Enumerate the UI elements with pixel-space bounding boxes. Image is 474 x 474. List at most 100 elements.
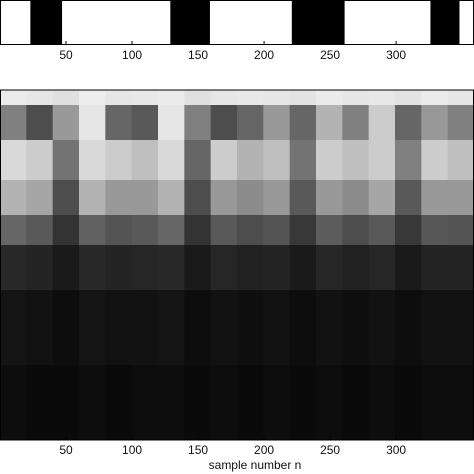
cell bbox=[52, 105, 80, 141]
x-tick-label: 100 bbox=[122, 443, 142, 457]
cell bbox=[237, 90, 264, 106]
x-tick-label: 50 bbox=[59, 443, 73, 457]
x-tick-label: 200 bbox=[254, 48, 274, 62]
cell bbox=[0, 290, 27, 366]
cell bbox=[395, 90, 422, 106]
cell bbox=[52, 180, 80, 216]
cell bbox=[184, 140, 212, 181]
cell bbox=[368, 365, 396, 441]
cell bbox=[210, 365, 238, 441]
cell bbox=[342, 215, 370, 246]
cell bbox=[447, 180, 474, 216]
cell bbox=[237, 290, 264, 366]
cell bbox=[289, 180, 317, 216]
cell bbox=[184, 90, 212, 106]
cell bbox=[316, 105, 343, 141]
cell bbox=[342, 290, 370, 366]
cell bbox=[0, 90, 27, 106]
cell bbox=[237, 365, 264, 441]
cell bbox=[79, 140, 106, 181]
cell bbox=[316, 245, 343, 291]
cell bbox=[79, 365, 106, 441]
x-tick-label: 300 bbox=[386, 443, 406, 457]
cell bbox=[105, 105, 133, 141]
cell bbox=[52, 290, 80, 366]
cell bbox=[342, 245, 370, 291]
cell bbox=[421, 215, 449, 246]
cell bbox=[263, 245, 291, 291]
cell bbox=[210, 290, 238, 366]
cell bbox=[52, 140, 80, 181]
cell bbox=[263, 290, 291, 366]
cell bbox=[210, 90, 238, 106]
cell bbox=[342, 140, 370, 181]
cell bbox=[289, 140, 317, 181]
cell bbox=[316, 290, 343, 366]
cell bbox=[184, 290, 212, 366]
x-tick-label: 300 bbox=[386, 48, 406, 62]
cell bbox=[0, 180, 27, 216]
cell bbox=[26, 290, 54, 366]
cell bbox=[52, 215, 80, 246]
x-tick-label: 250 bbox=[320, 48, 340, 62]
cell bbox=[210, 245, 238, 291]
cell bbox=[131, 245, 159, 291]
cell bbox=[184, 365, 212, 441]
cell bbox=[79, 180, 106, 216]
cell bbox=[421, 290, 449, 366]
cell bbox=[395, 365, 422, 441]
cell bbox=[237, 215, 264, 246]
cell bbox=[289, 290, 317, 366]
cell bbox=[26, 365, 54, 441]
cell bbox=[210, 105, 238, 141]
cell bbox=[131, 365, 159, 441]
block bbox=[291, 0, 345, 45]
cell bbox=[237, 180, 264, 216]
cell bbox=[447, 290, 474, 366]
cell bbox=[105, 140, 133, 181]
cell bbox=[263, 365, 291, 441]
cell bbox=[289, 105, 317, 141]
cell bbox=[131, 105, 159, 141]
cell bbox=[237, 245, 264, 291]
cell bbox=[26, 215, 54, 246]
cell bbox=[158, 140, 185, 181]
cell bbox=[395, 180, 422, 216]
cell bbox=[316, 215, 343, 246]
cell bbox=[52, 245, 80, 291]
cell bbox=[342, 105, 370, 141]
cell bbox=[26, 245, 54, 291]
cell bbox=[421, 365, 449, 441]
cell bbox=[105, 90, 133, 106]
cell bbox=[0, 140, 27, 181]
cell bbox=[158, 245, 185, 291]
cell bbox=[368, 245, 396, 291]
cell bbox=[421, 140, 449, 181]
cell bbox=[79, 105, 106, 141]
x-tick-label: 250 bbox=[320, 443, 340, 457]
cell bbox=[368, 90, 396, 106]
x-tick-label: 150 bbox=[188, 48, 208, 62]
cell bbox=[79, 245, 106, 291]
block bbox=[30, 0, 63, 45]
cell bbox=[421, 180, 449, 216]
cell bbox=[131, 180, 159, 216]
cell bbox=[0, 245, 27, 291]
cell bbox=[158, 290, 185, 366]
cell bbox=[316, 90, 343, 106]
cell bbox=[421, 90, 449, 106]
cell bbox=[447, 365, 474, 441]
cell bbox=[447, 90, 474, 106]
cell bbox=[184, 215, 212, 246]
cell bbox=[237, 105, 264, 141]
strip-frame bbox=[0, 0, 474, 45]
cell bbox=[263, 105, 291, 141]
cell bbox=[395, 290, 422, 366]
cell bbox=[131, 90, 159, 106]
cell bbox=[105, 245, 133, 291]
cell bbox=[263, 180, 291, 216]
cell bbox=[447, 215, 474, 246]
cell bbox=[0, 215, 27, 246]
cell bbox=[131, 140, 159, 181]
